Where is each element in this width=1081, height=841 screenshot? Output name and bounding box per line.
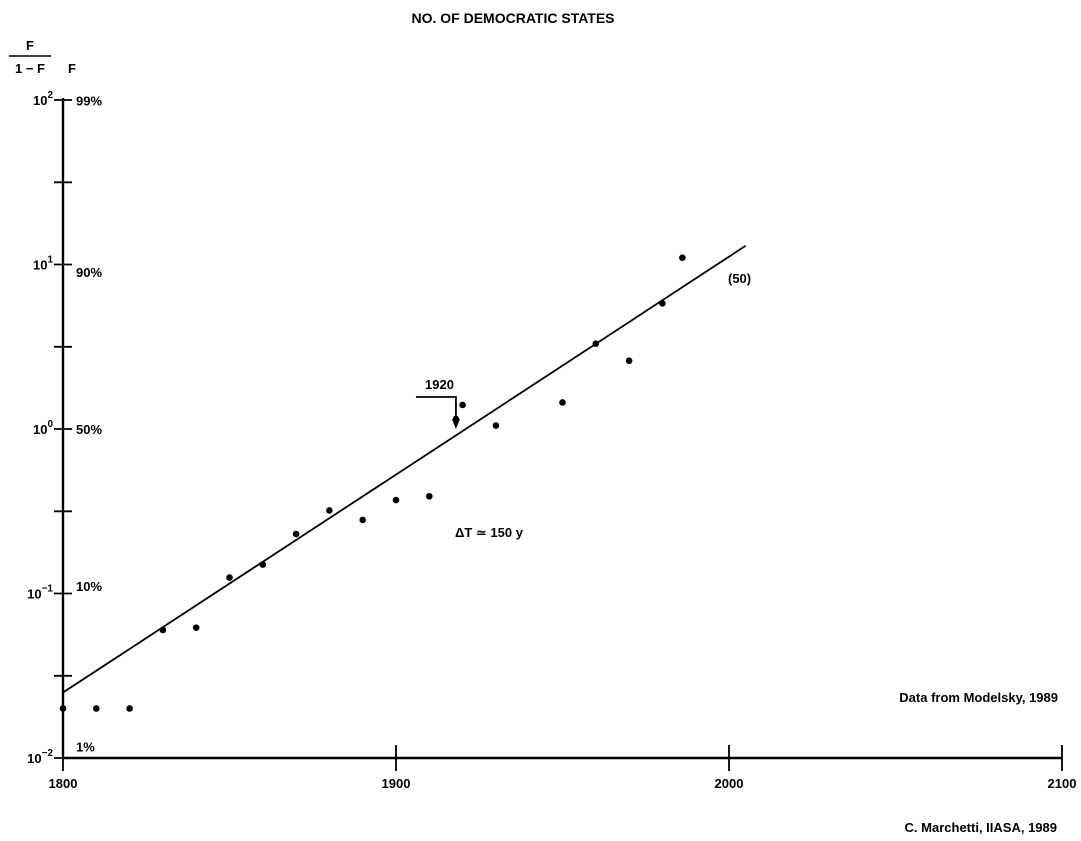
marker-arrow-line [415, 396, 457, 424]
y-tick-label-base: 10 [33, 258, 47, 273]
data-point-1970 [625, 357, 633, 365]
x-tick-label-2000: 2000 [715, 776, 744, 791]
y-tick-label-exponent: 1 [47, 255, 53, 266]
data-point-1850 [226, 574, 233, 581]
data-point-1960 [592, 340, 600, 348]
data-point-1980 [659, 300, 666, 307]
data-point-1950 [559, 399, 566, 406]
y-tick-label-base: 10 [33, 93, 47, 108]
f-tick-label-99pct: 99% [76, 94, 102, 109]
data-point-1820 [126, 705, 133, 712]
data-point-1920 [459, 401, 466, 409]
data-point-1900 [392, 496, 400, 504]
f-tick-label-10pct: 10% [76, 579, 102, 594]
logistic-fit-line [62, 245, 747, 694]
source-note: Data from Modelsky, 1989 [899, 690, 1058, 705]
axes [61, 98, 1062, 760]
marker-arrow-head [451, 419, 460, 429]
y-tick-label-exponent: −1 [42, 584, 54, 595]
f-tick-label-1pct: 1% [76, 739, 95, 754]
y-tick-label-exponent: 0 [47, 419, 53, 430]
credit-note: C. Marchetti, IIASA, 1989 [905, 820, 1057, 835]
chart-title: NO. OF DEMOCRATIC STATES [412, 10, 615, 26]
fit-line-group [62, 245, 747, 694]
y-tick-label-base: 10 [27, 751, 41, 766]
data-point-1810 [93, 705, 100, 712]
y-tick-label-exponent: 2 [47, 90, 53, 101]
data-point-1890 [359, 516, 367, 524]
data-point-1870 [292, 530, 300, 538]
delta-t-annotation: ΔT ≃ 150 y [455, 525, 524, 540]
y-tick-label-1: 101 [33, 255, 53, 273]
marker-year-label: 1920 [425, 377, 454, 392]
data-points [59, 254, 686, 712]
y-tick-label-0: 100 [33, 419, 53, 437]
y-tick-label-−2: 10−2 [27, 748, 53, 766]
data-point-1860 [259, 561, 267, 568]
data-point-1840 [192, 624, 200, 631]
x-tick-label-1900: 1900 [382, 776, 411, 791]
y-tick-label-2: 102 [33, 90, 53, 108]
data-point-1930 [492, 422, 500, 429]
y-tick-label-base: 10 [27, 587, 41, 602]
annotations: 1920 [415, 377, 460, 429]
x-tick-label-1800: 1800 [49, 776, 78, 791]
data-point-1986 [679, 254, 686, 261]
y-axis-label-denominator: 1 − F [15, 61, 45, 76]
x-tick-label-2100: 2100 [1048, 776, 1077, 791]
data-point-1830 [159, 626, 167, 634]
data-point-1880 [326, 507, 333, 514]
f-tick-label-50pct: 50% [76, 422, 102, 437]
data-point-1910 [426, 492, 433, 500]
f-tick-label-90pct: 90% [76, 265, 102, 280]
y-axis-label-numerator: F [26, 38, 34, 53]
data-point-1800 [59, 705, 67, 712]
y-tick-label-base: 10 [33, 422, 47, 437]
y-tick-label-exponent: −2 [42, 748, 54, 759]
y-axis-label-right: F [68, 61, 76, 76]
y-tick-label-−1: 10−1 [27, 584, 53, 602]
saturation-annotation: (50) [728, 271, 751, 286]
ticks: 1800 1900 2000 210010−210−11001011021%10%50… [27, 90, 1076, 791]
